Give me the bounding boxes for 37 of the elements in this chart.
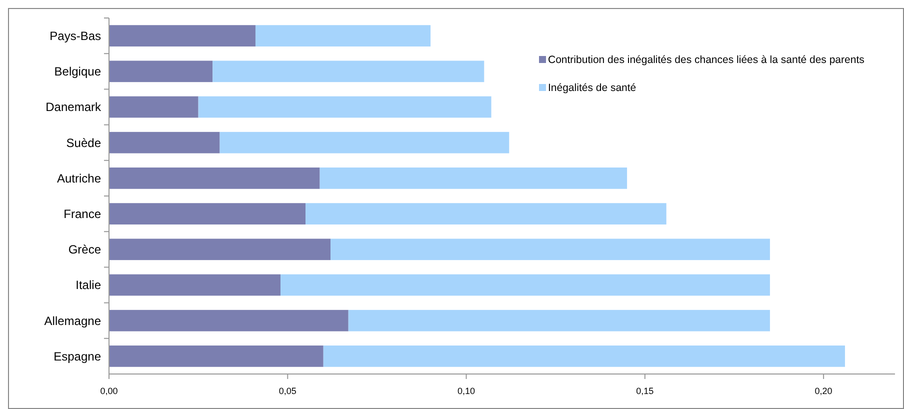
y-tick-label: Pays-Bas [50, 29, 101, 43]
bar [109, 310, 348, 332]
bar [109, 132, 220, 154]
bar [323, 346, 845, 367]
bar [109, 274, 280, 296]
x-tick-label: 0,00 [100, 386, 118, 396]
y-tick-label: Allemagne [44, 314, 102, 328]
bar [306, 203, 666, 224]
y-tick-label: France [64, 207, 102, 221]
bar [109, 168, 320, 189]
legend-label: Contribution des inégalités des chances liées à la santé des parents [548, 54, 864, 66]
x-tick-label: 0,15 [636, 386, 654, 396]
bar [109, 96, 198, 118]
bar [255, 25, 431, 46]
bar [109, 25, 256, 46]
y-tick-label: Espagne [54, 349, 102, 364]
y-tick-label: Belgique [54, 64, 102, 79]
y-tick-label: Suède [66, 136, 102, 150]
y-tick-label: Autriche [56, 171, 102, 186]
x-tick-label: 0,20 [814, 386, 832, 396]
x-tick-label: 0,10 [458, 386, 476, 396]
bar [109, 346, 324, 367]
bar [109, 203, 306, 224]
bar [330, 238, 770, 260]
bar [198, 96, 492, 118]
y-tick-label: Italie [76, 278, 102, 292]
bar [109, 60, 213, 82]
bar [220, 132, 510, 154]
bar [320, 168, 628, 189]
bar [348, 310, 770, 332]
bar [212, 60, 484, 82]
y-tick-label: Danemark [46, 100, 102, 114]
y-tick-label: Grèce [68, 242, 102, 257]
x-tick-label: 0,05 [278, 386, 296, 396]
legend-label: Inégalités de santé [548, 82, 636, 94]
bar [280, 274, 770, 296]
bar [109, 238, 331, 260]
